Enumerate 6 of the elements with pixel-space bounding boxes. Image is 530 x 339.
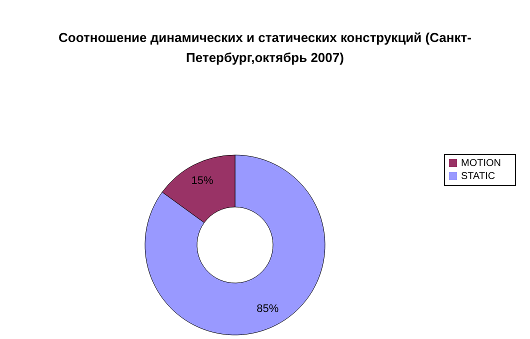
data-label: 85%: [256, 303, 279, 316]
legend-label: STATIC: [461, 170, 496, 182]
legend-label: MOTION: [461, 158, 501, 168]
chart-title: Соотношение динамических и статических конструкций (Санкт-Петербург,октябрь 2007): [58, 29, 472, 67]
data-label: 15%: [191, 174, 214, 187]
donut-slice: [144, 154, 326, 336]
